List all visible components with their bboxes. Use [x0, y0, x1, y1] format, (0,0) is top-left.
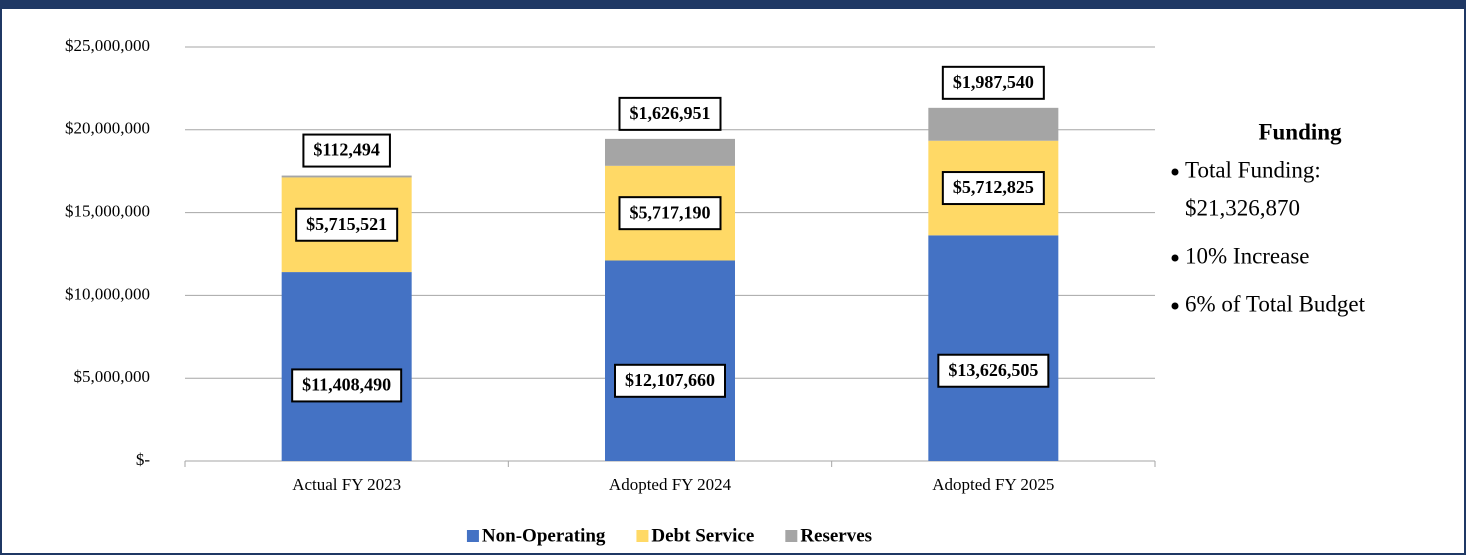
top-band	[0, 0, 1466, 8]
x-tick-label: Adopted FY 2024	[609, 475, 732, 494]
data-label-box	[291, 368, 403, 403]
y-tick-label: $20,000,000	[65, 119, 150, 138]
y-tick-label: $5,000,000	[74, 367, 151, 386]
sidebar-text: Total Funding:	[1185, 157, 1321, 182]
frame	[0, 7, 1466, 555]
bar-segment	[928, 107, 1059, 141]
data-label: $112,494	[313, 140, 380, 160]
data-label: $1,626,951	[630, 103, 711, 123]
data-label: $12,107,660	[625, 370, 715, 390]
sidebar-text: 6% of Total Budget	[1185, 291, 1366, 316]
data-label-box	[295, 207, 399, 242]
x-tick-label: Adopted FY 2025	[932, 475, 1054, 494]
data-label-box	[941, 171, 1045, 206]
sidebar-text: 10% Increase	[1185, 243, 1310, 268]
legend-label: Non-Operating	[482, 525, 606, 546]
legend-swatch	[466, 530, 479, 542]
bullet	[1171, 168, 1179, 176]
bar-segment	[605, 260, 735, 461]
sidebar-title: Funding	[1258, 119, 1342, 144]
bar-segment	[605, 138, 735, 166]
data-label-box	[937, 353, 1050, 388]
data-label: $13,626,505	[948, 360, 1038, 380]
data-label-box	[618, 96, 722, 131]
data-label-box	[941, 65, 1045, 100]
y-tick-label: $25,000,000	[65, 36, 150, 55]
legend-label: Reserves	[800, 525, 872, 546]
data-label-box	[618, 196, 722, 231]
bullet	[1171, 302, 1179, 310]
legend-swatch	[636, 530, 649, 542]
data-label-box	[614, 363, 726, 398]
legend-label: Debt Service	[651, 525, 754, 546]
data-label: $5,717,190	[630, 202, 711, 222]
bar-segment	[281, 272, 412, 461]
legend-swatch	[785, 530, 798, 542]
y-tick-label: $10,000,000	[65, 284, 150, 303]
y-tick-label: $15,000,000	[65, 202, 150, 221]
bullet	[1171, 254, 1179, 262]
bar-segment	[281, 175, 412, 178]
bar-segment	[928, 235, 1059, 461]
data-label-box	[302, 133, 391, 168]
data-label: $5,715,521	[306, 214, 387, 234]
y-tick-label: $-	[136, 450, 151, 469]
sidebar-text: $21,326,870	[1185, 195, 1300, 220]
data-label: $11,408,490	[302, 375, 391, 395]
data-label: $1,987,540	[953, 72, 1034, 92]
x-tick-label: Actual FY 2023	[292, 475, 401, 494]
data-label: $5,712,825	[953, 177, 1034, 197]
